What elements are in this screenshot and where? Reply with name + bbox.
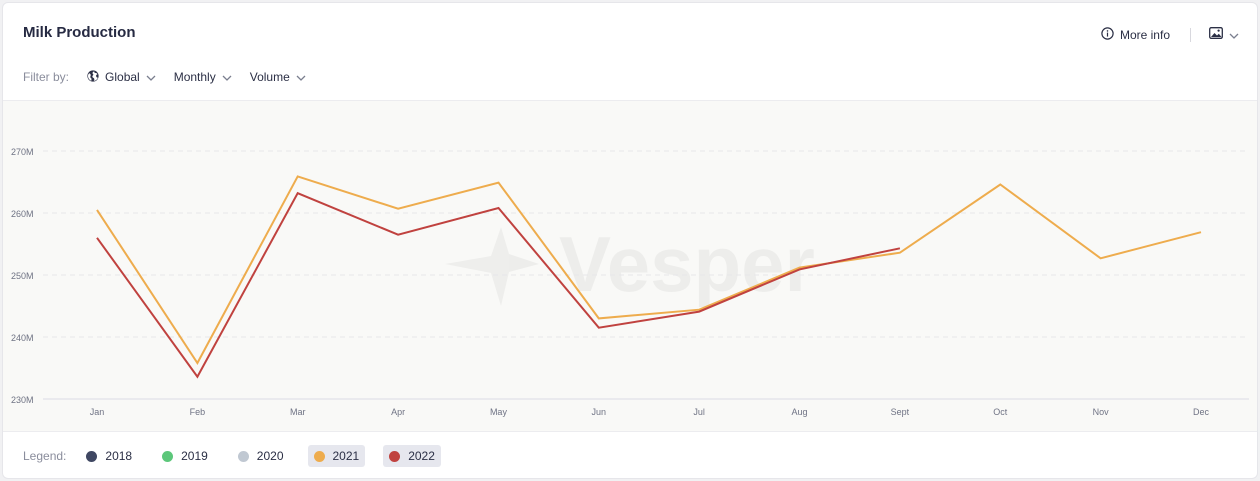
legend-item-2018[interactable]: 2018	[80, 445, 138, 467]
x-tick-label: Oct	[993, 407, 1008, 417]
globe-icon	[87, 69, 99, 85]
x-tick-label: Jun	[592, 407, 607, 417]
header-actions: More info	[1101, 25, 1239, 45]
legend-dot	[162, 450, 174, 462]
chevron-down-icon	[1229, 26, 1239, 44]
vesper-watermark: Vesper	[445, 220, 815, 308]
export-image-button[interactable]	[1209, 26, 1239, 44]
period-filter-value: Monthly	[173, 70, 216, 84]
chevron-down-icon	[222, 70, 232, 84]
y-tick-label: 270M	[11, 147, 34, 157]
legend-dot	[389, 450, 401, 462]
chevron-down-icon	[296, 70, 306, 84]
legend-dot	[313, 450, 325, 462]
metric-filter-value: Volume	[249, 70, 290, 84]
x-tick-label: Apr	[391, 407, 405, 417]
legend-item-label: 2018	[105, 449, 133, 463]
legend-item-label: 2019	[181, 449, 208, 463]
legend-item-label: 2022	[408, 449, 435, 463]
legend-item-label: 2021	[332, 449, 360, 463]
x-tick-label: Nov	[1093, 407, 1110, 417]
x-tick-label: Sept	[891, 407, 910, 417]
info-icon	[1101, 27, 1114, 43]
legend-item-2019[interactable]: 2019	[156, 445, 214, 467]
legend-label: Legend:	[23, 449, 67, 463]
legend-item-2021[interactable]: 2021	[307, 445, 366, 467]
x-tick-label: Aug	[792, 407, 808, 417]
legend-item-2020[interactable]: 2020	[232, 445, 290, 467]
region-filter-value: Global	[105, 70, 140, 84]
more-info-label: More info	[1119, 28, 1170, 42]
region-filter-dropdown[interactable]: Global	[87, 69, 156, 85]
line-chart: Vesper 230M 240M 250M 260M 270M Jan Feb Mar Apr M…	[11, 147, 1249, 417]
divider	[1190, 28, 1191, 42]
legend-item-label: 2020	[256, 449, 284, 463]
line-chart-area: Vesper 230M 240M 250M 260M 270M Jan Feb Mar Apr M…	[3, 100, 1257, 432]
more-info-button[interactable]: More info	[1101, 27, 1170, 43]
series-line-2022	[96, 191, 901, 379]
chart-legend: Legend: 2018 2019 2020 2021 2022	[23, 443, 459, 469]
x-tick-label: May	[490, 407, 508, 417]
x-tick-label: Mar	[290, 407, 306, 417]
x-tick-label: Jan	[90, 407, 105, 417]
filter-bar: Filter by: Global Monthly Volume	[23, 67, 324, 87]
chart-title: Milk Production	[23, 24, 136, 41]
image-icon	[1209, 26, 1223, 44]
legend-dot	[237, 450, 249, 462]
y-tick-label: 240M	[11, 333, 34, 343]
y-tick-label: 250M	[11, 271, 34, 281]
legend-dot	[86, 450, 98, 462]
x-tick-label: Jul	[693, 407, 705, 417]
legend-item-2022[interactable]: 2022	[383, 445, 441, 467]
chevron-down-icon	[146, 70, 156, 84]
filter-by-label: Filter by:	[23, 70, 70, 84]
series-line-2021	[96, 175, 1202, 365]
x-tick-label: Feb	[190, 407, 206, 417]
y-tick-label: 230M	[11, 395, 34, 405]
y-tick-label: 260M	[11, 209, 34, 219]
watermark-text: Vesper	[559, 220, 815, 308]
period-filter-dropdown[interactable]: Monthly	[174, 70, 232, 84]
x-tick-label: Dec	[1193, 407, 1210, 417]
metric-filter-dropdown[interactable]: Volume	[250, 70, 306, 84]
